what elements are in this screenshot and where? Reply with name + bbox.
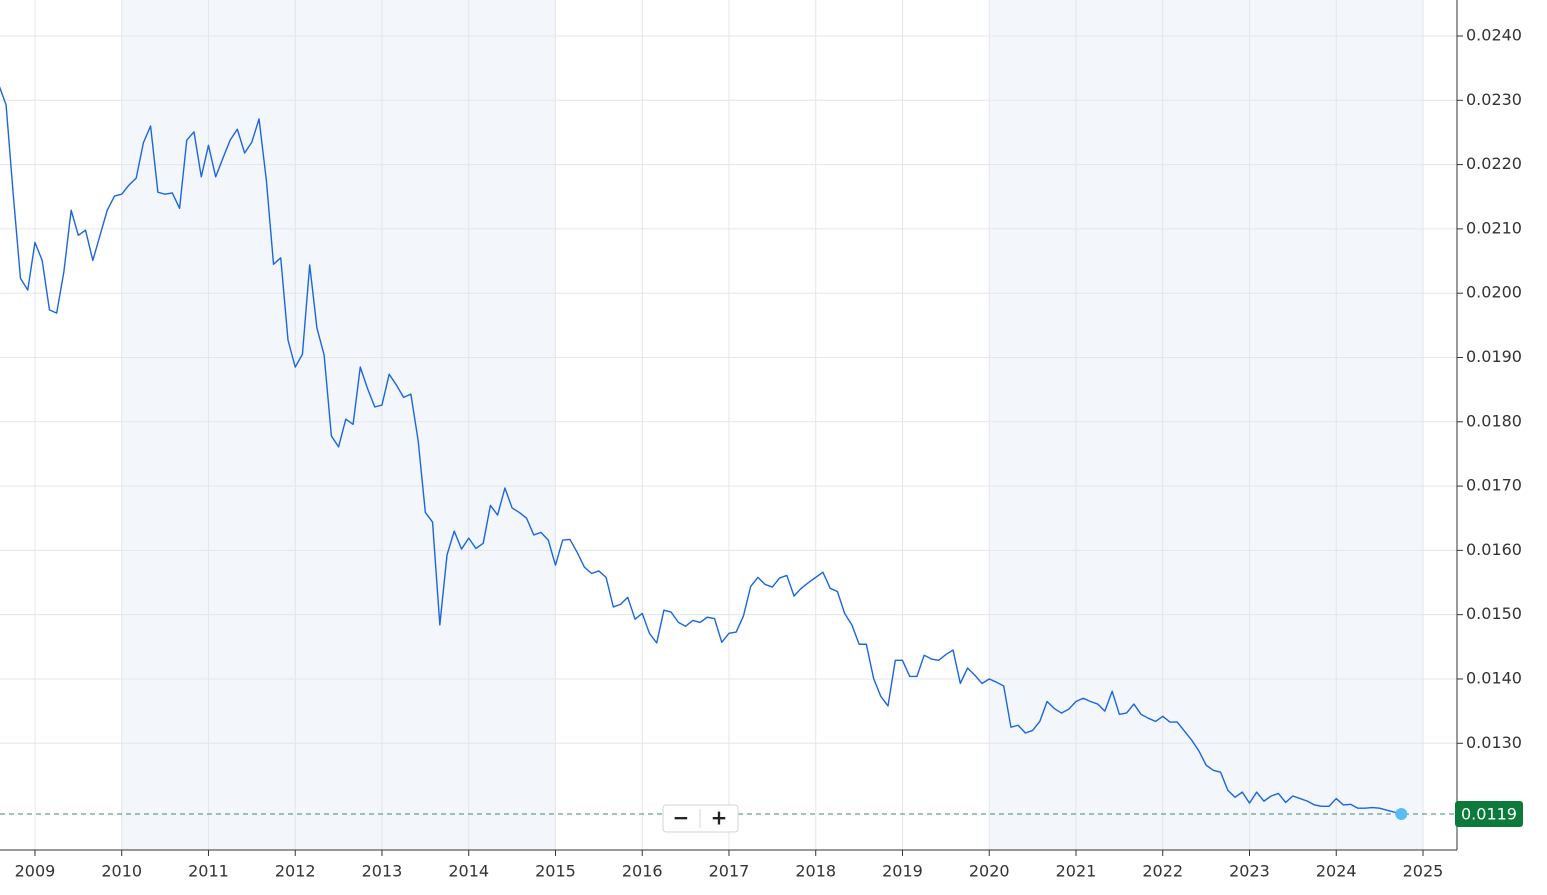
last-point: [1395, 807, 1408, 820]
x-tick-label: 2014: [448, 862, 489, 881]
x-tick-label: 2013: [362, 862, 403, 881]
y-tick-label: 0.0140: [1466, 668, 1522, 687]
x-tick-label: 2012: [275, 862, 316, 881]
y-tick-label: 0.0170: [1466, 476, 1522, 495]
x-tick-label: 2025: [1403, 862, 1444, 881]
x-tick-label: 2015: [535, 862, 576, 881]
x-tick-label: 2017: [709, 862, 750, 881]
y-tick-label: 0.0200: [1466, 283, 1522, 302]
x-tick-label: 2019: [882, 862, 923, 881]
y-tick-label: 0.0130: [1466, 733, 1522, 752]
x-tick-label: 2010: [101, 862, 142, 881]
shaded-band: [121, 0, 556, 850]
zoom-in-button[interactable]: +: [711, 806, 728, 830]
y-tick-label: 0.0240: [1466, 26, 1522, 45]
y-tick-label: 0.0150: [1466, 604, 1522, 623]
zoom-controls: − +: [662, 804, 739, 833]
last-value-box: [1455, 800, 1523, 827]
x-tick-label: 2024: [1316, 862, 1357, 881]
x-tick-label: 2022: [1142, 862, 1183, 881]
y-tick-label: 0.0220: [1466, 154, 1522, 173]
y-tick-label: 0.0210: [1466, 218, 1522, 237]
y-tick-label: 0.0190: [1466, 347, 1522, 366]
x-tick-label: 2021: [1056, 862, 1097, 881]
x-tick-label: 2020: [969, 862, 1010, 881]
x-tick-label: 2016: [622, 862, 663, 881]
last-value-label: 0.0119: [1461, 804, 1517, 823]
x-tick-label: 2011: [188, 862, 229, 881]
y-tick-label: 0.0160: [1466, 540, 1522, 559]
y-tick-label: 0.0230: [1466, 90, 1522, 109]
zoom-out-button[interactable]: −: [673, 806, 690, 830]
price-line: [0, 86, 1402, 815]
x-tick-label: 2009: [15, 862, 56, 881]
x-tick-label: 2018: [795, 862, 836, 881]
y-tick-label: 0.0180: [1466, 411, 1522, 430]
shaded-band: [989, 0, 1423, 850]
x-tick-label: 2023: [1229, 862, 1270, 881]
